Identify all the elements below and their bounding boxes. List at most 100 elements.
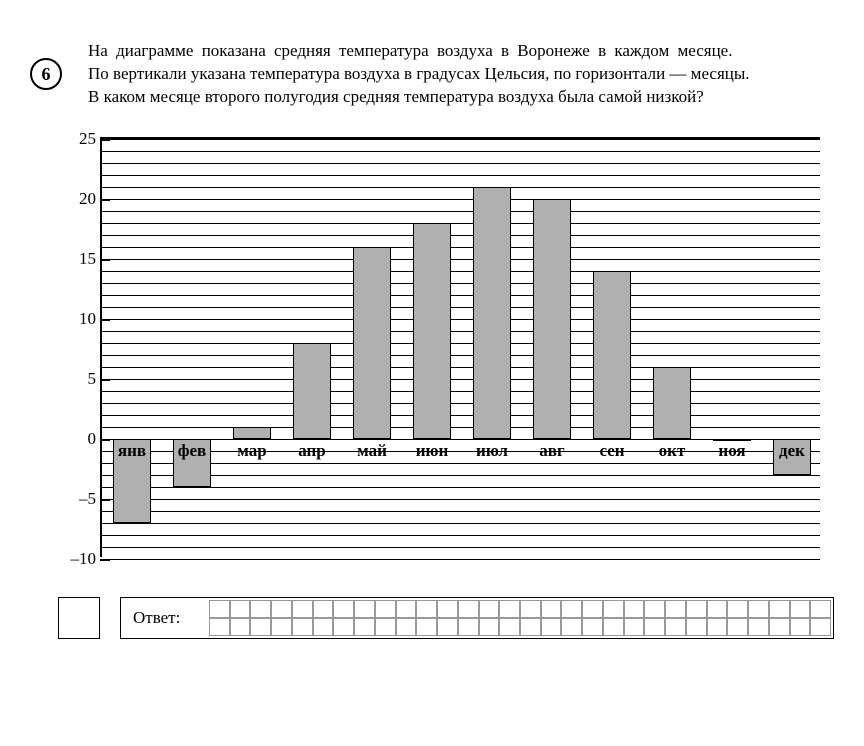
y-tick-label: 25: [79, 129, 102, 149]
answer-cell[interactable]: [665, 600, 686, 618]
answer-cell[interactable]: [790, 600, 811, 618]
answer-cell[interactable]: [727, 600, 748, 618]
answer-cell[interactable]: [624, 618, 645, 636]
answer-cell[interactable]: [644, 618, 665, 636]
answer-cell[interactable]: [437, 600, 458, 618]
answer-cell[interactable]: [748, 600, 769, 618]
answer-box: Ответ:: [120, 597, 834, 639]
answer-cell[interactable]: [769, 618, 790, 636]
answer-cell[interactable]: [250, 618, 271, 636]
x-tick-label: ноя: [702, 441, 762, 461]
gridline: [102, 163, 820, 164]
answer-cell[interactable]: [727, 618, 748, 636]
answer-cell[interactable]: [707, 618, 728, 636]
answer-cell[interactable]: [561, 618, 582, 636]
gridline: [102, 499, 820, 500]
bar: [353, 247, 390, 439]
answer-grid[interactable]: [209, 600, 831, 636]
gridline: [102, 355, 820, 356]
answer-cell[interactable]: [603, 600, 624, 618]
plot-area: –10–50510152025янвфевмарапрмайиюниюлавгс…: [100, 137, 820, 557]
answer-cell[interactable]: [292, 618, 313, 636]
answer-cell[interactable]: [582, 618, 603, 636]
answer-cell[interactable]: [313, 600, 334, 618]
answer-cell[interactable]: [499, 618, 520, 636]
y-tick-label: –10: [71, 549, 103, 569]
answer-cell[interactable]: [686, 618, 707, 636]
answer-cell[interactable]: [250, 600, 271, 618]
gridline: [102, 271, 820, 272]
y-tick-mark: [100, 379, 110, 381]
answer-cell[interactable]: [396, 600, 417, 618]
y-tick-label: –5: [79, 489, 102, 509]
answer-cell[interactable]: [810, 618, 831, 636]
x-tick-label: апр: [282, 441, 342, 461]
answer-cell[interactable]: [541, 600, 562, 618]
answer-cell[interactable]: [354, 618, 375, 636]
bar: [653, 367, 690, 439]
answer-small-box[interactable]: [58, 597, 100, 639]
answer-cell[interactable]: [354, 600, 375, 618]
gridline: [102, 535, 820, 536]
answer-cell[interactable]: [209, 600, 230, 618]
y-tick-mark: [100, 319, 110, 321]
answer-cell[interactable]: [230, 600, 251, 618]
answer-cell[interactable]: [748, 618, 769, 636]
answer-cell[interactable]: [271, 618, 292, 636]
answer-cell[interactable]: [333, 600, 354, 618]
answer-cell[interactable]: [520, 618, 541, 636]
y-tick-mark: [100, 199, 110, 201]
answer-cell[interactable]: [665, 618, 686, 636]
gridline: [102, 187, 820, 188]
gridline: [102, 523, 820, 524]
gridline: [102, 559, 820, 560]
bar: [233, 427, 270, 439]
bar: [293, 343, 330, 439]
answer-cell[interactable]: [624, 600, 645, 618]
y-tick-label: 15: [79, 249, 102, 269]
question-line-2: По вертикали указана температура воздуха…: [88, 64, 750, 83]
answer-cell[interactable]: [790, 618, 811, 636]
answer-cell[interactable]: [541, 618, 562, 636]
y-tick-mark: [100, 139, 110, 141]
x-tick-label: июн: [402, 441, 462, 461]
answer-cell[interactable]: [230, 618, 251, 636]
gridline: [102, 343, 820, 344]
answer-cell[interactable]: [375, 600, 396, 618]
answer-cell[interactable]: [458, 600, 479, 618]
answer-cell[interactable]: [437, 618, 458, 636]
answer-cell[interactable]: [479, 618, 500, 636]
answer-cell[interactable]: [810, 600, 831, 618]
answer-cell[interactable]: [209, 618, 230, 636]
answer-cell[interactable]: [271, 600, 292, 618]
answer-cell[interactable]: [644, 600, 665, 618]
answer-cell[interactable]: [707, 600, 728, 618]
gridline: [102, 379, 820, 380]
gridline: [102, 259, 820, 260]
answer-cell[interactable]: [686, 600, 707, 618]
answer-cell[interactable]: [603, 618, 624, 636]
answer-cell[interactable]: [292, 600, 313, 618]
answer-cell[interactable]: [375, 618, 396, 636]
answer-cell[interactable]: [416, 618, 437, 636]
x-tick-label: дек: [762, 441, 822, 461]
y-tick-label: 20: [79, 189, 102, 209]
answer-cell[interactable]: [313, 618, 334, 636]
answer-cell[interactable]: [479, 600, 500, 618]
gridline: [102, 547, 820, 548]
answer-cell[interactable]: [769, 600, 790, 618]
answer-cell[interactable]: [582, 600, 603, 618]
x-tick-label: авг: [522, 441, 582, 461]
answer-cell[interactable]: [333, 618, 354, 636]
answer-cell[interactable]: [416, 600, 437, 618]
gridline: [102, 391, 820, 392]
answer-cell[interactable]: [396, 618, 417, 636]
answer-cell[interactable]: [520, 600, 541, 618]
gridline: [102, 283, 820, 284]
gridline: [102, 487, 820, 488]
answer-cell[interactable]: [458, 618, 479, 636]
answer-cell[interactable]: [561, 600, 582, 618]
question-number-circle: 6: [30, 58, 62, 90]
question-line-3: В каком месяце второго полугодия средняя…: [88, 87, 704, 106]
answer-cell[interactable]: [499, 600, 520, 618]
